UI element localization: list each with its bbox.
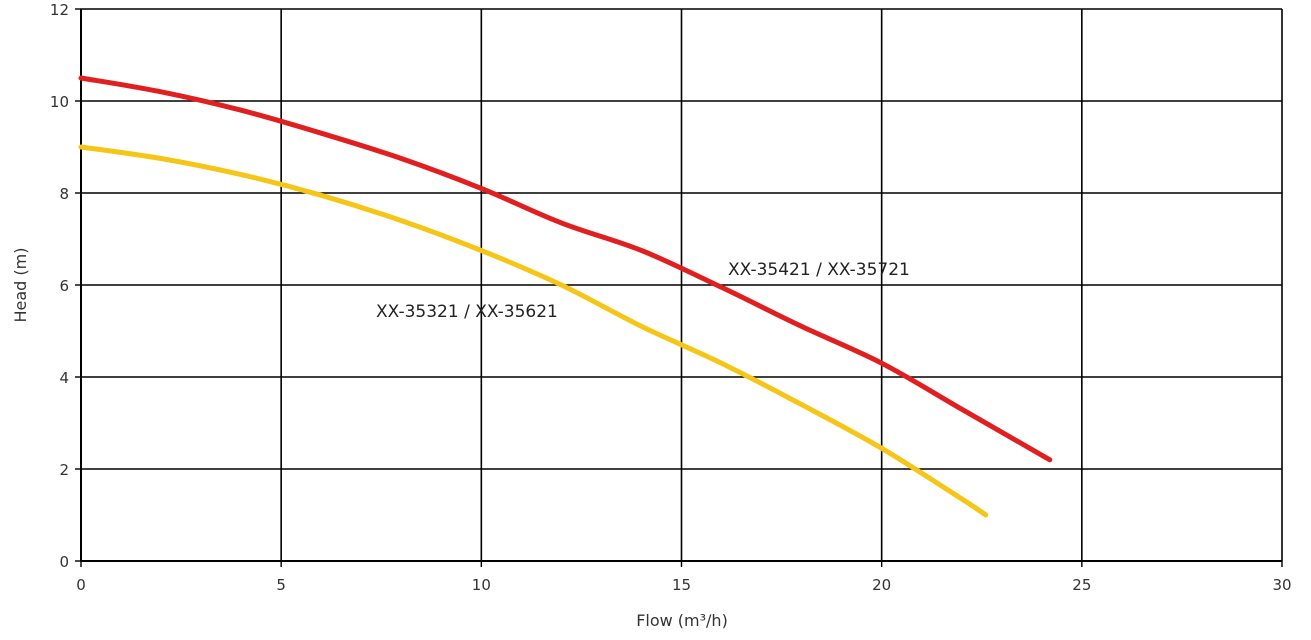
y-tick-label: 6 bbox=[59, 277, 69, 295]
y-tick-label: 12 bbox=[50, 1, 69, 19]
y-tick-label: 10 bbox=[50, 93, 69, 111]
series-line-yellow bbox=[78, 144, 989, 518]
x-tick-label: 10 bbox=[472, 576, 491, 594]
y-tick-labels: 0 2 4 6 8 10 12 bbox=[50, 1, 69, 571]
series-line-red bbox=[78, 75, 1053, 463]
series-label-yellow: XX-35321 / XX-35621 bbox=[376, 302, 558, 322]
y-tick-label: 2 bbox=[59, 461, 69, 479]
y-tick-label: 8 bbox=[59, 185, 69, 203]
series-label-red: XX-35421 / XX-35721 bbox=[728, 260, 910, 280]
x-tick-label: 30 bbox=[1272, 576, 1291, 594]
y-tick-label: 0 bbox=[59, 553, 69, 571]
y-tick-label: 4 bbox=[59, 369, 69, 387]
x-tick-label: 0 bbox=[76, 576, 86, 594]
x-tick-label: 15 bbox=[672, 576, 691, 594]
x-tick-label: 25 bbox=[1072, 576, 1091, 594]
y-axis-title: Head (m) bbox=[11, 248, 30, 323]
axes bbox=[75, 8, 1283, 567]
grid bbox=[80, 8, 1283, 562]
x-tick-labels: 0 5 10 15 20 25 30 bbox=[76, 576, 1291, 594]
series-lines bbox=[78, 75, 1053, 518]
x-axis-title: Flow (m³/h) bbox=[636, 611, 728, 630]
x-tick-label: 5 bbox=[276, 576, 286, 594]
x-tick-label: 20 bbox=[872, 576, 891, 594]
